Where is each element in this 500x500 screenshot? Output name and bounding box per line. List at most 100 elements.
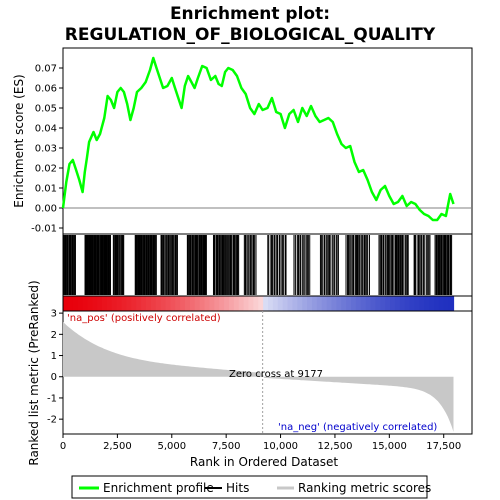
rank-color-segment <box>233 296 240 311</box>
metric-tick-label: -2 <box>47 415 57 426</box>
x-tick-label: 7,500 <box>212 441 241 452</box>
rank-color-segment <box>360 296 367 311</box>
rank-color-segment <box>307 296 313 311</box>
rank-color-segment <box>214 296 220 311</box>
rank-color-segment <box>121 296 128 311</box>
rank-color-segment <box>385 296 391 311</box>
rank-color-segment <box>136 296 142 311</box>
es-tick-label: 0.03 <box>35 144 57 155</box>
rank-color-segment <box>248 296 254 311</box>
es-tick-label: 0.04 <box>35 124 57 135</box>
metric-axis-label: Ranked list metric (PreRanked) <box>27 280 41 465</box>
rank-color-segment <box>204 296 211 311</box>
rank-color-segment <box>72 296 79 311</box>
es-tick-label: 0.05 <box>35 104 57 115</box>
rank-color-segment <box>331 296 337 311</box>
metric-tick-label: 2 <box>51 330 57 341</box>
rank-color-segment <box>316 296 323 311</box>
rank-color-segment <box>370 296 377 311</box>
es-axis-label: Enrichment score (ES) <box>12 74 26 207</box>
rank-color-segment <box>253 296 259 311</box>
rank-color-segment <box>175 296 181 311</box>
rank-color-segment <box>185 296 191 311</box>
x-tick-label: 12,500 <box>317 441 352 452</box>
metric-axis-ticks: -2 -1 0 1 2 3 <box>47 309 63 426</box>
es-tick-label: 0.00 <box>35 204 57 215</box>
negative-correlation-label: 'na_neg' (negatively correlated) <box>278 422 437 433</box>
rank-color-segment <box>399 296 406 311</box>
es-axis-ticks: -0.01 0.00 0.01 0.02 0.03 0.04 0.05 0.06 0.07 <box>31 64 63 235</box>
rank-color-segment <box>297 296 303 311</box>
x-tick-label: 15,000 <box>372 441 407 452</box>
rank-color-segment <box>238 296 245 311</box>
rank-color-segment <box>243 296 250 311</box>
rank-color-segment <box>155 296 162 311</box>
rank-color-segment <box>326 296 333 311</box>
metric-tick-label: 0 <box>51 372 57 383</box>
legend-enrichment-label: Enrichment profile <box>103 481 214 495</box>
rank-color-segment <box>67 296 74 311</box>
x-tick-label: 10,000 <box>263 441 298 452</box>
rank-color-segment <box>429 296 435 311</box>
rank-color-segment <box>92 296 98 311</box>
rank-color-segment <box>346 296 352 311</box>
rank-color-segment <box>219 296 225 311</box>
rank-color-segment <box>116 296 123 311</box>
rank-color-segment <box>433 296 440 311</box>
rank-color-segment <box>424 296 430 311</box>
x-tick-label: 5,000 <box>157 441 186 452</box>
rank-color-segment <box>311 296 318 311</box>
rank-color-segment <box>97 296 103 311</box>
rank-color-segment <box>165 296 171 311</box>
chart-title-line1: Enrichment plot: <box>170 4 330 24</box>
rank-color-segment <box>272 296 279 311</box>
rank-color-segment <box>150 296 157 311</box>
rank-color-segment <box>160 296 167 311</box>
rank-color-segment <box>390 296 396 311</box>
rank-color-segment <box>194 296 201 311</box>
ranking-metric-area <box>63 322 454 432</box>
rank-color-segment <box>77 296 84 311</box>
rank-color-segment <box>224 296 230 311</box>
x-axis-ticks: 0 2,500 5,000 7,500 10,000 12,500 15,000 17,500 <box>60 434 461 452</box>
rank-color-segment <box>341 296 347 311</box>
rank-color-bar <box>63 296 455 311</box>
rank-color-segment <box>102 296 108 311</box>
rank-color-segment <box>199 296 206 311</box>
rank-color-segment <box>268 296 274 311</box>
rank-color-segment <box>282 296 289 311</box>
rank-color-segment <box>87 296 93 311</box>
enrichment-profile-line <box>61 56 455 222</box>
x-tick-label: 0 <box>60 441 66 452</box>
rank-color-segment <box>180 296 186 311</box>
zero-cross-label: Zero cross at 9177 <box>229 369 323 380</box>
rank-color-segment <box>126 296 132 311</box>
legend-hits-label: Hits <box>226 481 249 495</box>
es-panel-frame <box>62 47 473 235</box>
rank-color-segment <box>438 296 445 311</box>
chart-title-line2: REGULATION_OF_BIOLOGICAL_QUALITY <box>65 25 436 45</box>
metric-tick-label: -1 <box>47 393 57 404</box>
rank-color-segment <box>263 296 269 311</box>
rank-color-segment <box>365 296 372 311</box>
rank-color-segment <box>287 296 294 311</box>
legend-metric-label: Ranking metric scores <box>298 481 431 495</box>
rank-color-segment <box>321 296 328 311</box>
x-tick-label: 2,500 <box>103 441 132 452</box>
legend: Enrichment profile Hits Ranking metric s… <box>71 475 431 499</box>
rank-color-segment <box>131 296 137 311</box>
rank-color-segment <box>82 296 89 311</box>
metric-tick-label: 1 <box>51 351 57 362</box>
rank-color-segment <box>302 296 308 311</box>
rank-color-segment <box>292 296 298 311</box>
rank-color-segment <box>228 296 235 311</box>
es-tick-label: 0.02 <box>35 164 57 175</box>
rank-color-segment <box>277 296 284 311</box>
rank-color-segment <box>106 296 113 311</box>
rank-color-segment <box>350 296 357 311</box>
es-tick-label: 0.01 <box>35 184 57 195</box>
rank-color-segment <box>170 296 176 311</box>
x-tick-label: 17,500 <box>426 441 461 452</box>
rank-color-segment <box>375 296 381 311</box>
x-axis-label: Rank in Ordered Dataset <box>190 455 338 469</box>
